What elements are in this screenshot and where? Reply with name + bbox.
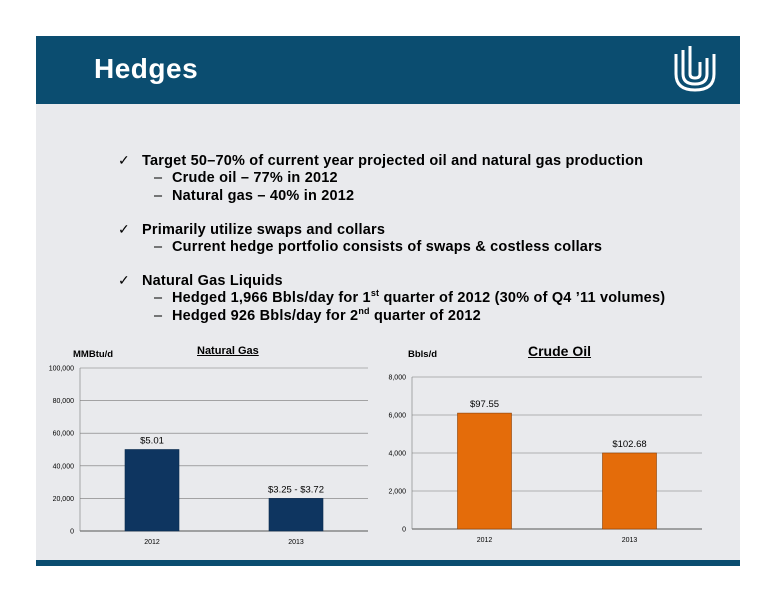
crude-oil-chart-title: Crude Oil xyxy=(528,343,592,359)
crude-oil-x-tick-label: 2013 xyxy=(622,537,638,544)
dash-icon: – xyxy=(154,290,163,306)
crude-oil-bar xyxy=(457,412,512,530)
crude-oil-bar xyxy=(602,452,657,530)
sub-bullet-item: – Crude oil – 77% in 2012 xyxy=(118,170,665,188)
crude-oil-x-tick-label: 2012 xyxy=(477,537,493,544)
header-bar: Hedges xyxy=(36,36,740,104)
bullet-text: Primarily utilize swaps and collars xyxy=(142,222,386,238)
natural-gas-chart: 0 20,000 40,000 60,000 80,000 100,000 $5.01 201… xyxy=(49,366,368,546)
sub-bullet-item: – Hedged 1,966 Bbls/day for 1st quarter … xyxy=(118,288,666,308)
sub-bullet-text: Hedged 926 Bbls/day for 2nd quarter of 2… xyxy=(172,306,481,324)
natural-gas-y-tick-label: 60,000 xyxy=(53,431,75,438)
natural-gas-y-tick-label: 20,000 xyxy=(53,496,75,503)
sub-bullet-text: Current hedge portfolio consists of swap… xyxy=(172,239,603,255)
sub-bullet-item: – Hedged 926 Bbls/day for 2nd quarter of… xyxy=(118,306,665,326)
dash-icon: – xyxy=(154,170,163,186)
natural-gas-chart-title: Natural Gas xyxy=(197,345,259,357)
crude-oil-y-tick-label: 8,000 xyxy=(388,375,406,382)
natural-gas-data-label: $5.01 xyxy=(140,436,164,447)
checkmark-icon: ✓ xyxy=(118,152,130,168)
crude-oil-y-tick-label: 2,000 xyxy=(388,489,406,496)
crude-oil-chart: 0 2,000 4,000 6,000 8,000 $97.55 2012 $102.68 20… xyxy=(388,375,702,544)
bullet-list: ✓ Target 50–70% of current year projecte… xyxy=(118,152,665,326)
bullet-item: ✓ Primarily utilize swaps and collars xyxy=(118,221,665,239)
checkmark-icon: ✓ xyxy=(118,221,130,237)
sub-bullet-item: – Current hedge portfolio consists of sw… xyxy=(118,239,665,257)
bullet-item: ✓ Target 50–70% of current year projecte… xyxy=(118,152,665,170)
natural-gas-x-tick-label: 2013 xyxy=(288,539,304,546)
natural-gas-bar xyxy=(268,498,324,532)
bullet-text: Natural Gas Liquids xyxy=(142,273,283,289)
natural-gas-y-tick-label: 100,000 xyxy=(49,366,74,373)
bullet-item: ✓ Natural Gas Liquids xyxy=(118,272,665,290)
crude-oil-y-tick-label: 6,000 xyxy=(388,413,406,420)
crude-oil-data-label: $102.68 xyxy=(612,439,646,450)
natural-gas-y-tick-label: 0 xyxy=(70,529,74,536)
bullet-text: Target 50–70% of current year projected … xyxy=(142,153,644,169)
natural-gas-y-tick-label: 40,000 xyxy=(53,463,75,470)
footer-bar xyxy=(36,560,740,566)
checkmark-icon: ✓ xyxy=(118,272,130,288)
natural-gas-unit-label: MMBtu/d xyxy=(73,349,114,360)
natural-gas-y-tick-label: 80,000 xyxy=(53,398,75,405)
dash-icon: – xyxy=(154,308,163,324)
crude-oil-unit-label: Bbls/d xyxy=(408,349,438,360)
company-logo-icon xyxy=(674,46,716,92)
natural-gas-bar xyxy=(124,449,180,532)
natural-gas-data-label: $3.25 - $3.72 xyxy=(268,484,324,495)
page-title: Hedges xyxy=(94,53,199,84)
sub-bullet-item: – Natural gas – 40% in 2012 xyxy=(118,188,665,206)
sub-bullet-text: Hedged 1,966 Bbls/day for 1st quarter of… xyxy=(172,288,666,306)
dash-icon: – xyxy=(154,239,163,255)
crude-oil-data-label: $97.55 xyxy=(470,399,499,410)
dash-icon: – xyxy=(154,188,163,204)
crude-oil-y-tick-label: 0 xyxy=(402,527,406,534)
sub-bullet-text: Natural gas – 40% in 2012 xyxy=(172,188,355,204)
natural-gas-x-tick-label: 2012 xyxy=(144,539,160,546)
crude-oil-y-tick-label: 4,000 xyxy=(388,451,406,458)
sub-bullet-text: Crude oil – 77% in 2012 xyxy=(172,170,338,186)
